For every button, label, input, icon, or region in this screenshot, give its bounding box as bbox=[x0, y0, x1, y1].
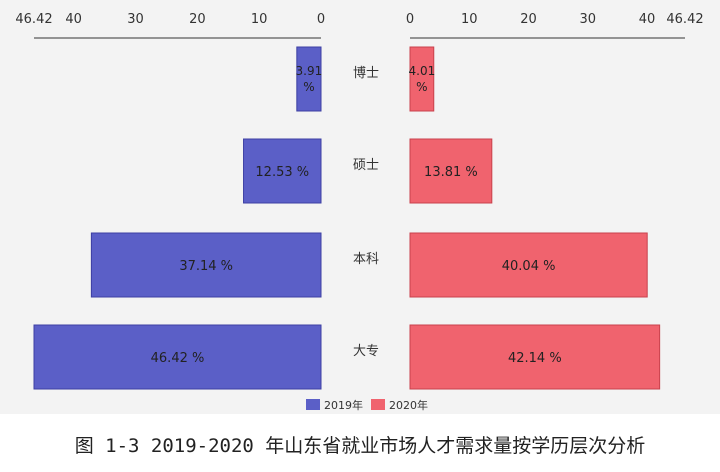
bar-2019 bbox=[296, 46, 322, 112]
data-label-2020: 40.04 % bbox=[502, 259, 556, 274]
bar-2020 bbox=[409, 232, 648, 298]
data-label-2019: 12.53 % bbox=[255, 165, 309, 180]
right-tick-label: 10 bbox=[461, 12, 478, 27]
left-tick-label: 30 bbox=[127, 12, 144, 27]
category-label: 大专 bbox=[353, 344, 379, 359]
category-label: 本科 bbox=[353, 252, 379, 267]
legend-label-2019: 2019年 bbox=[324, 398, 363, 412]
left-tick-label: 40 bbox=[65, 12, 82, 27]
bar-2020 bbox=[409, 324, 661, 390]
bar-2019 bbox=[243, 138, 322, 204]
data-label-2020: 4.01% bbox=[409, 64, 436, 94]
bar-2019 bbox=[33, 324, 322, 390]
data-label-2020: 13.81 % bbox=[424, 165, 478, 180]
legend-label-2020: 2020年 bbox=[389, 398, 428, 412]
left-tick-label: 10 bbox=[251, 12, 268, 27]
right-tick-label: 46.42 bbox=[666, 12, 703, 27]
category-label: 博士 bbox=[353, 66, 379, 81]
bar-2020 bbox=[409, 46, 435, 112]
legend-swatch-2019 bbox=[306, 399, 320, 410]
bar-2020 bbox=[409, 138, 493, 204]
butterfly-bar-chart: 46.42 40 30 20 10 0 0 10 20 30 40 46.42 3.91 % 4.01 % 博士… bbox=[15, 12, 703, 412]
data-label-2020: 42.14 % bbox=[508, 351, 562, 366]
right-tick-label: 0 bbox=[406, 12, 414, 27]
left-tick-label: 20 bbox=[189, 12, 206, 27]
data-label-2019: 46.42 % bbox=[151, 351, 205, 366]
left-tick-label: 0 bbox=[317, 12, 325, 27]
legend-swatch-2020 bbox=[371, 399, 385, 410]
data-label-2019: 3.91% bbox=[296, 64, 323, 94]
bar-2019 bbox=[90, 232, 322, 298]
left-tick-label: 46.42 bbox=[15, 12, 52, 27]
data-label-2019: 37.14 % bbox=[179, 259, 233, 274]
right-tick-label: 30 bbox=[579, 12, 596, 27]
category-label: 硕士 bbox=[353, 158, 379, 173]
right-tick-label: 20 bbox=[520, 12, 537, 27]
figure-caption: 图 1-3 2019-2020 年山东省就业市场人才需求量按学历层次分析 bbox=[74, 435, 646, 457]
right-tick-label: 40 bbox=[639, 12, 656, 27]
